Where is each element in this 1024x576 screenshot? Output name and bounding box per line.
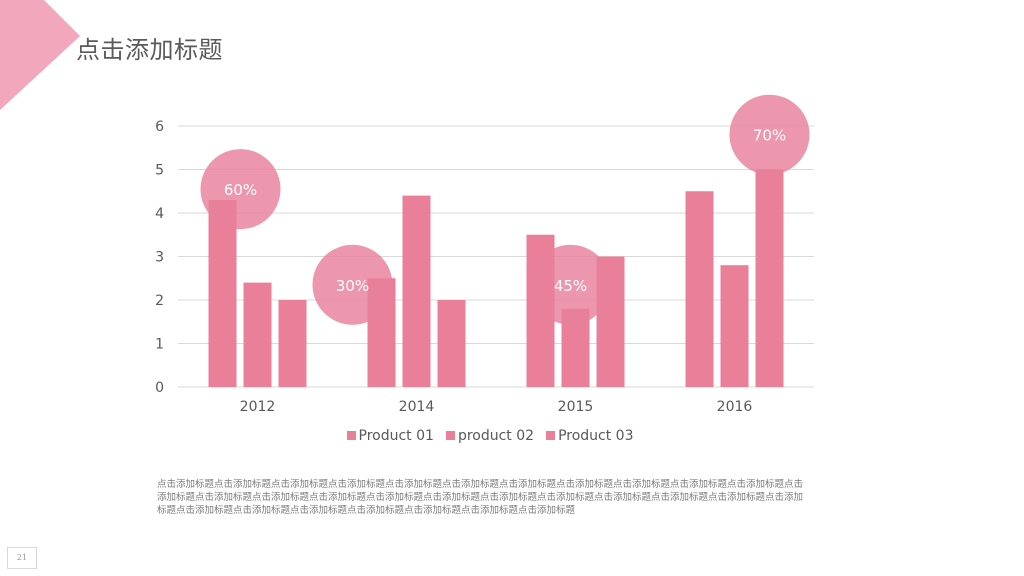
y-tick-label: 1 bbox=[155, 337, 164, 353]
corner-decoration bbox=[0, 0, 80, 110]
annotation-bubble bbox=[729, 94, 810, 175]
chart-legend: Product 01 product 02 Product 03 bbox=[0, 428, 980, 444]
x-tick-label: 2016 bbox=[717, 399, 753, 415]
legend-swatch bbox=[346, 430, 356, 440]
y-tick-label: 3 bbox=[155, 250, 164, 266]
legend-item: product 02 bbox=[445, 428, 535, 444]
y-tick-label: 0 bbox=[155, 380, 164, 396]
x-tick-label: 2012 bbox=[240, 399, 276, 415]
bar bbox=[720, 265, 749, 387]
bar bbox=[278, 300, 307, 387]
bar bbox=[437, 300, 466, 387]
legend-label: product 02 bbox=[457, 428, 535, 444]
legend-label: Product 01 bbox=[358, 428, 434, 444]
annotation-label: 30% bbox=[336, 277, 369, 295]
y-tick-label: 2 bbox=[155, 293, 164, 309]
legend-item: Product 01 bbox=[346, 428, 434, 444]
legend-label: Product 03 bbox=[558, 428, 634, 444]
annotation-bubble bbox=[312, 244, 393, 325]
bar bbox=[208, 199, 237, 387]
legend-swatch bbox=[546, 430, 556, 440]
annotation-label: 45% bbox=[554, 277, 587, 295]
bar bbox=[755, 169, 784, 387]
annotation-bubble bbox=[200, 149, 281, 230]
y-tick-label: 4 bbox=[155, 206, 164, 222]
y-tick-label: 6 bbox=[155, 119, 164, 135]
annotation-bubble bbox=[530, 244, 611, 325]
bar bbox=[685, 191, 714, 387]
corner-triangle bbox=[0, 0, 80, 110]
bar bbox=[243, 282, 272, 387]
x-tick-label: 2015 bbox=[558, 399, 594, 415]
bar bbox=[402, 195, 431, 387]
x-tick-label: 2014 bbox=[399, 399, 435, 415]
slide-title: 点击添加标题 bbox=[76, 36, 223, 64]
annotation-label: 60% bbox=[224, 181, 257, 199]
legend-item: Product 03 bbox=[546, 428, 633, 444]
legend-swatch bbox=[445, 430, 455, 440]
annotation-label: 70% bbox=[753, 127, 786, 145]
y-tick-label: 5 bbox=[155, 163, 164, 179]
page-number: 21 bbox=[7, 547, 37, 569]
body-text: 点击添加标题点击添加标题点击添加标题点击添加标题点击添加标题点击添加标题点击添加… bbox=[157, 479, 804, 516]
